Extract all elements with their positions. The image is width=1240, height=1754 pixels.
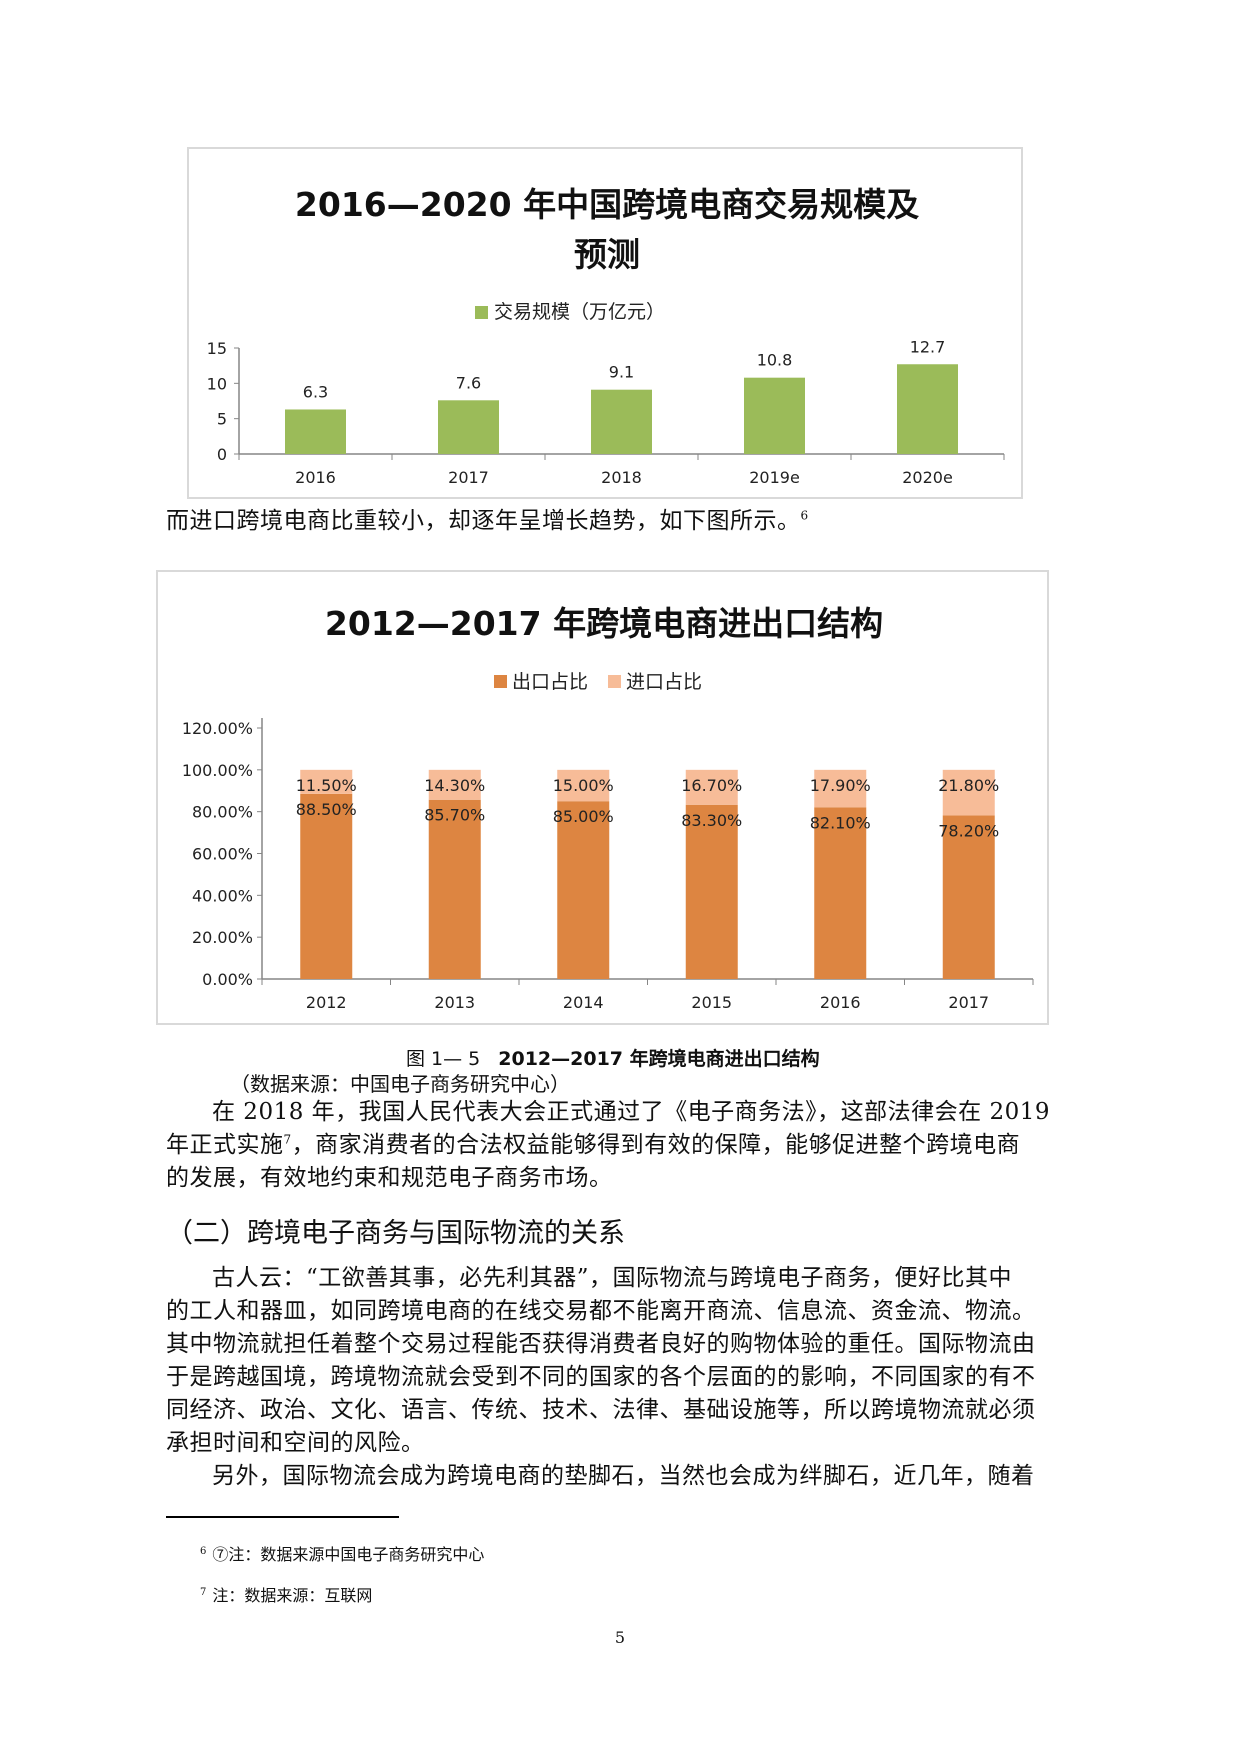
bar-import — [685, 769, 738, 805]
page-number: 5 — [614, 1628, 626, 1647]
section-heading: （二）跨境电子商务与国际物流的关系 — [166, 1218, 625, 1249]
data-label-import: 21.80% — [938, 776, 999, 795]
data-label-import: 11.50% — [296, 776, 357, 795]
figure-number: 图 1— 5 — [406, 1048, 481, 1070]
data-label: 6.3 — [303, 382, 328, 401]
footnote-6-number: 6 — [200, 1545, 207, 1557]
import-export-chart: 2012—2017 年跨境电商进出口结构出口占比 进口占比 0.00% 20.00% 4… — [156, 570, 1049, 1025]
bar-export — [428, 799, 481, 979]
p2-line2: 的工人和器皿，如同跨境电商的在线交易都不能离开商流、信息流、资金流、物流。 — [166, 1298, 1036, 1324]
bar — [438, 400, 499, 454]
bar — [897, 364, 958, 454]
p1-line2a: 年正式实施 — [166, 1132, 284, 1158]
bar-import — [942, 769, 995, 816]
bar-import — [814, 769, 867, 808]
legend-label-import: 进口占比 — [626, 671, 702, 693]
footnote-7-number: 7 — [200, 1586, 207, 1598]
y-tick-label: 0.00% — [202, 970, 253, 989]
footnote-separator — [166, 1516, 399, 1518]
data-label: 10.8 — [757, 351, 793, 370]
footnote-7-text: 注：数据来源：互联网 — [212, 1586, 373, 1605]
x-tick-label: 2017 — [948, 993, 989, 1012]
bar-export — [685, 804, 738, 979]
footnote-6-text: ⑦注：数据来源中国电子商务研究中心 — [212, 1545, 485, 1564]
legend-swatch-export — [494, 675, 507, 688]
intro-paragraph: 而进口跨境电商比重较小，却逐年呈增长趋势，如下图所示。6 — [166, 505, 1101, 538]
bar — [591, 389, 652, 454]
p2-line5: 同经济、政治、文化、语言、传统、技术、法律、基础设施等，所以跨境物流就必须 — [166, 1397, 1036, 1423]
y-tick-label: 0 — [217, 445, 227, 464]
bar-export — [942, 815, 995, 979]
data-label-export: 85.70% — [424, 806, 485, 825]
data-source: （数据来源：中国电子商务研究中心） — [230, 1072, 570, 1096]
y-tick-label: 60.00% — [192, 845, 253, 864]
figure-title: 2012—2017 年跨境电商进出口结构 — [498, 1048, 820, 1070]
y-tick-label: 20.00% — [192, 928, 253, 947]
paragraph-e-commerce-law: 在 2018 年，我国人民代表大会正式通过了《电子商务法》，这部法律会在 201… — [166, 1096, 1101, 1195]
p2-line3: 其中物流就担任着整个交易过程能否获得消费者良好的购物体验的重任。国际物流由 — [166, 1331, 1036, 1357]
data-label-import: 17.90% — [810, 776, 871, 795]
data-label-export: 82.10% — [810, 813, 871, 832]
bar — [285, 409, 346, 454]
p2-line4: 于是跨越国境，跨境物流就会受到不同的国家的各个层面的的影响，不同国家的有不 — [166, 1364, 1036, 1390]
p1-line3: 的发展，有效地约束和规范电子商务市场。 — [166, 1165, 613, 1191]
intro-text: 而进口跨境电商比重较小，却逐年呈增长趋势，如下图所示。 — [166, 508, 801, 534]
data-label: 9.1 — [609, 363, 634, 382]
y-tick-label: 100.00% — [182, 761, 253, 780]
x-tick-label: 2015 — [691, 993, 732, 1012]
data-label: 12.7 — [910, 337, 946, 356]
data-label-export: 78.20% — [938, 821, 999, 840]
y-tick-label: 40.00% — [192, 886, 253, 905]
footnote-6: 6 ⑦注：数据来源中国电子商务研究中心 — [200, 1541, 484, 1565]
x-tick-label: 2016 — [295, 468, 336, 487]
bar-export — [300, 793, 353, 979]
x-tick-label: 2012 — [306, 993, 347, 1012]
x-tick-label: 2018 — [601, 468, 642, 487]
x-tick-label: 2014 — [563, 993, 604, 1012]
bar-import — [428, 769, 481, 800]
footnote-ref-6: 6 — [800, 508, 809, 523]
y-tick-label: 80.00% — [192, 803, 253, 822]
data-label: 7.6 — [456, 373, 481, 392]
legend-swatch-import — [608, 675, 621, 688]
p1-line1: 在 2018 年，我国人民代表大会正式通过了《电子商务法》，这部法律会在 201… — [212, 1099, 1050, 1125]
legend-swatch — [475, 306, 488, 319]
paragraph-logistics: 古人云：“工欲善其事，必先利其器”，国际物流与跨境电子商务，便好比其中 的工人和… — [166, 1262, 1101, 1493]
x-tick-label: 2020e — [902, 468, 953, 487]
bar-import — [557, 769, 610, 802]
y-tick-label: 5 — [217, 410, 227, 429]
footnote-7: 7 注：数据来源：互联网 — [200, 1582, 372, 1606]
figure-caption: 图 1— 5 2012—2017 年跨境电商进出口结构 — [406, 1044, 820, 1071]
y-tick-label: 10 — [207, 374, 227, 393]
x-tick-label: 2017 — [448, 468, 489, 487]
footnote-ref-7: 7 — [283, 1132, 292, 1147]
bar — [744, 377, 805, 454]
p1-line2b: ，商家消费者的合法权益能够得到有效的保障，能够促进整个跨境电商 — [291, 1132, 1021, 1158]
x-tick-label: 2016 — [820, 993, 861, 1012]
chart-title-line: 预测 — [574, 235, 640, 274]
trade-scale-chart: 2016—2020 年中国跨境电商交易规模及 预测交易规模（万亿元） 0 5 10 15 6… — [187, 147, 1023, 499]
data-label-import: 14.30% — [424, 776, 485, 795]
y-tick-label: 120.00% — [182, 719, 253, 738]
chart-title: 2012—2017 年跨境电商进出口结构 — [325, 604, 883, 643]
p3-line1: 另外，国际物流会成为跨境电商的垫脚石，当然也会成为绊脚石，近几年，随着 — [212, 1463, 1035, 1489]
data-label-export: 85.00% — [553, 807, 614, 826]
bar-import — [300, 769, 353, 794]
x-tick-label: 2013 — [434, 993, 475, 1012]
data-label-import: 15.00% — [553, 776, 614, 795]
x-tick-label: 2019e — [749, 468, 800, 487]
y-tick-label: 15 — [207, 339, 227, 358]
p2-line1: 古人云：“工欲善其事，必先利其器”，国际物流与跨境电子商务，便好比其中 — [212, 1265, 1013, 1291]
p2-line6: 承担时间和空间的风险。 — [166, 1430, 425, 1456]
chart-title-line: 2016—2020 年中国跨境电商交易规模及 — [295, 185, 919, 224]
legend-label: 交易规模（万亿元） — [494, 301, 665, 323]
legend-label-export: 出口占比 — [512, 671, 588, 693]
bar-export — [814, 807, 867, 979]
data-label-export: 83.30% — [681, 811, 742, 830]
data-label-import: 16.70% — [681, 776, 742, 795]
bar-export — [557, 801, 610, 979]
data-label-export: 88.50% — [296, 800, 357, 819]
